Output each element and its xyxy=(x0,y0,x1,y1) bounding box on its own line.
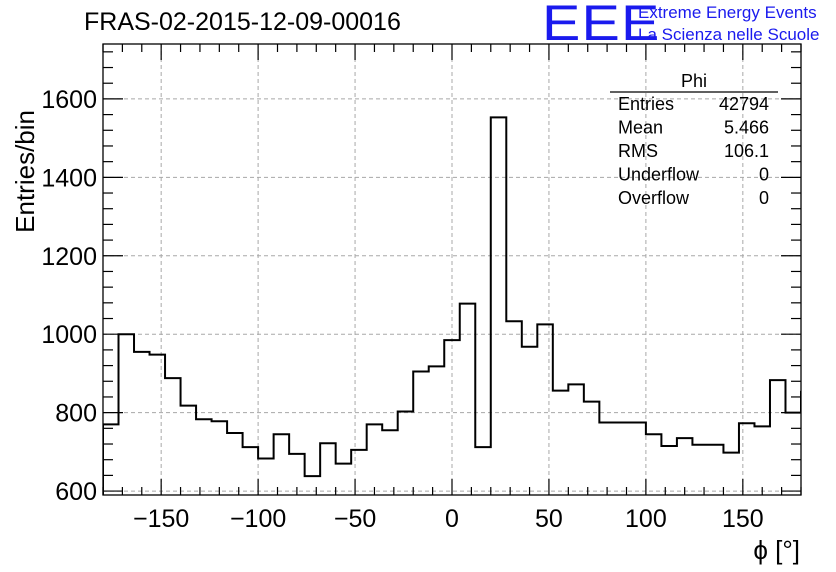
y-tick-label: 1600 xyxy=(41,86,97,114)
y-axis-label: Entries/bin xyxy=(10,110,40,233)
stats-label: Overflow xyxy=(618,188,690,208)
chart-title: FRAS-02-2015-12-09-00016 xyxy=(84,8,401,36)
histogram-bin xyxy=(817,364,833,495)
histogram-bin xyxy=(754,426,770,495)
histogram-bin xyxy=(181,406,197,495)
stats-title: Phi xyxy=(681,71,707,91)
y-tick-label: 600 xyxy=(55,478,97,506)
histogram-bin xyxy=(243,447,259,495)
logo-line-2: La Scienza nelle Scuole xyxy=(638,25,820,44)
histogram-bin xyxy=(475,447,491,495)
histogram-bin xyxy=(537,324,553,495)
histogram-bin xyxy=(770,380,786,495)
stats-box: Phi Entries 42794 Mean 5.466 RMS 106.1 Underfl… xyxy=(610,71,778,208)
x-tick-label: −100 xyxy=(230,505,286,533)
y-tick-label: 1400 xyxy=(41,164,97,192)
histogram-bin xyxy=(367,424,383,495)
histogram-bin xyxy=(522,347,538,495)
x-tick-label: 50 xyxy=(535,505,563,533)
logo-line-1: Extreme Energy Events xyxy=(638,3,817,22)
histogram-bin xyxy=(227,433,243,495)
y-tick-label: 1200 xyxy=(41,243,97,271)
histogram-bin xyxy=(553,391,569,495)
histogram-bin xyxy=(584,402,600,495)
histogram-bin xyxy=(382,430,398,495)
x-tick-label: −50 xyxy=(334,505,376,533)
histogram-bin xyxy=(723,453,739,495)
stats-value: 0 xyxy=(759,188,769,208)
histogram-bin xyxy=(568,384,584,495)
histogram-bin xyxy=(134,352,150,495)
histogram-bin xyxy=(196,419,212,495)
axis-ticks xyxy=(102,44,802,495)
x-tick-label: −150 xyxy=(133,505,189,533)
histogram-bin xyxy=(491,117,507,495)
stats-value: 106.1 xyxy=(724,141,769,161)
histogram-bin xyxy=(646,434,662,495)
histogram-bin xyxy=(708,445,724,495)
x-tick-label: 0 xyxy=(445,505,459,533)
histogram-bin xyxy=(398,411,414,495)
histogram-outline xyxy=(103,116,801,495)
histogram-bin xyxy=(320,443,336,495)
histogram-bin xyxy=(692,445,708,495)
eee-logo: EEE xyxy=(542,0,661,51)
stats-value: 0 xyxy=(759,165,769,185)
histogram-bin xyxy=(305,476,321,495)
histogram-bin xyxy=(832,370,836,495)
x-axis-label: ϕ [°] xyxy=(753,535,800,565)
x-tick-label: 150 xyxy=(722,505,764,533)
histogram-bin xyxy=(661,446,677,495)
histogram-bin xyxy=(630,422,646,495)
histogram-bin xyxy=(739,423,755,495)
histogram-bin xyxy=(258,459,274,495)
histogram-bin xyxy=(212,421,228,495)
histogram-bin xyxy=(444,340,460,495)
histogram-bin xyxy=(677,438,693,495)
tick-labels: −150 −100 −50 0 50 100 150 600 800 1000 1200 1400 16… xyxy=(41,86,763,533)
histogram-bin xyxy=(119,334,135,495)
stats-label: Underflow xyxy=(618,165,700,185)
histogram-bin xyxy=(351,450,367,495)
histogram-bin xyxy=(336,464,352,495)
histogram-bin xyxy=(599,422,615,495)
stats-label: Mean xyxy=(618,118,663,138)
y-tick-label: 800 xyxy=(55,400,97,428)
histogram-bin xyxy=(413,371,429,495)
x-tick-label: 100 xyxy=(625,505,667,533)
histogram-bin xyxy=(150,355,166,495)
histogram-bin xyxy=(460,304,476,495)
stats-label: Entries xyxy=(618,94,674,114)
histogram-bin xyxy=(615,422,631,495)
y-tick-label: 1000 xyxy=(41,321,97,349)
stats-label: RMS xyxy=(618,141,658,161)
stats-value: 42794 xyxy=(719,94,769,114)
histogram-bin xyxy=(274,434,290,495)
histogram-bin xyxy=(429,366,445,495)
histogram-bin xyxy=(506,321,522,495)
histogram-bin xyxy=(165,378,181,495)
histogram-bin xyxy=(801,392,817,495)
stats-value: 5.466 xyxy=(724,118,769,138)
histogram-bin xyxy=(785,413,801,495)
histogram-series xyxy=(103,116,836,495)
